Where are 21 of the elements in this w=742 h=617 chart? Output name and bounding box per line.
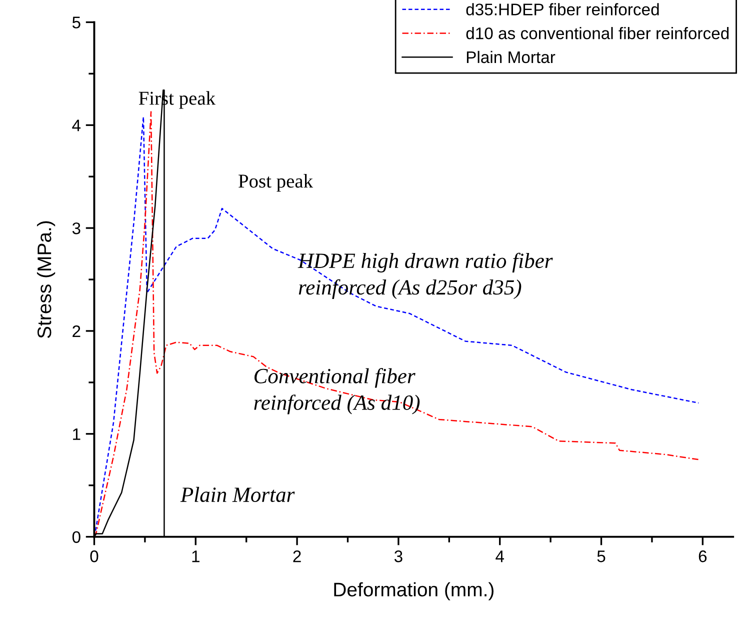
x-axis-title: Deformation (mm.)	[334, 582, 494, 600]
x-tick-label: 3	[394, 550, 402, 562]
y-tick-label: 2	[72, 325, 80, 337]
annotation: Plain Mortar	[180, 486, 295, 502]
y-tick-label: 1	[73, 428, 80, 440]
x-tick-label: 0	[90, 550, 98, 562]
x-tick-label: 4	[496, 550, 504, 562]
annotation: Post peak	[238, 174, 314, 192]
y-tick-label: 4	[72, 120, 81, 132]
legend-label: Plain Mortar	[466, 50, 556, 64]
annotation: HDPE high drawn ratio fiber reinforced (As d25or d35)	[298, 252, 553, 300]
x-tick-label: 1	[192, 550, 200, 562]
legend-label: d35:HDEP fiber reinforced	[466, 3, 659, 16]
x-tick-label: 2	[293, 550, 301, 562]
legend-label: d10 as conventional fiber reinforced	[466, 27, 729, 40]
y-tick-label: 5	[72, 16, 80, 28]
y-tick-label: 0	[72, 531, 80, 543]
y-tick-label: 3	[72, 222, 80, 234]
x-tick-label: 6	[698, 550, 707, 562]
y-axis-title: Stress (MPa.)	[36, 221, 56, 338]
x-tick-label: 5	[597, 550, 606, 562]
